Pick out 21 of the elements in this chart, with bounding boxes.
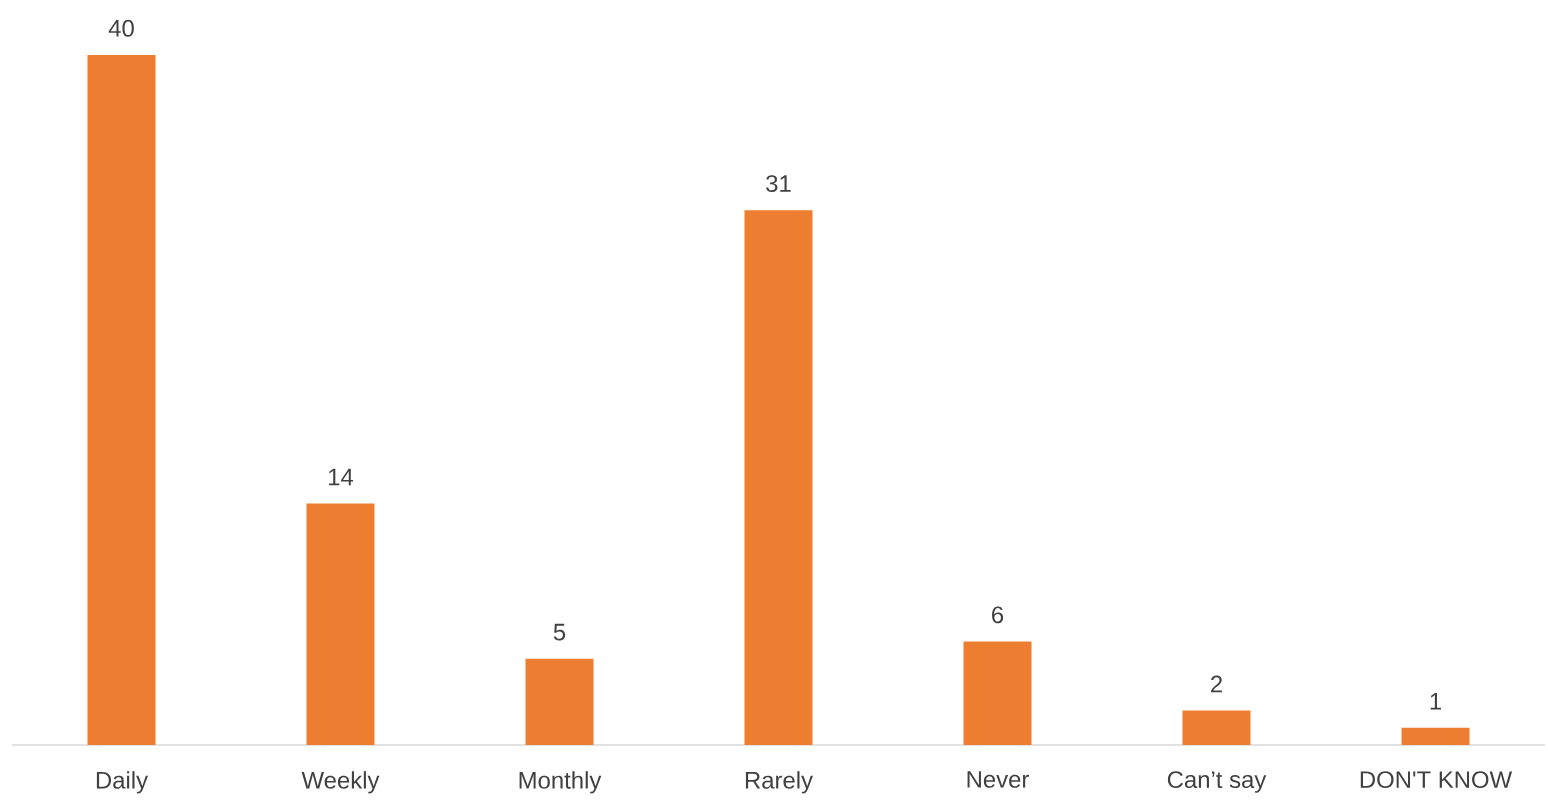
x-tick-label: Monthly	[519, 771, 602, 794]
bar	[1182, 710, 1251, 745]
x-tick-label: Rarely	[745, 771, 813, 794]
bar	[525, 658, 594, 745]
data-label: 40	[108, 19, 134, 37]
data-label: 31	[766, 175, 791, 193]
x-tick-label: Weekly	[301, 771, 380, 794]
data-label: 5	[553, 623, 566, 641]
x-tick-label: DON'T KNOW	[1360, 771, 1513, 789]
x-tick-label: Can’t say	[1167, 771, 1267, 793]
data-label: 1	[1430, 693, 1441, 710]
bar	[87, 55, 156, 745]
bar	[963, 641, 1032, 745]
bar	[1401, 727, 1470, 745]
x-tick-label: Never	[967, 771, 1029, 788]
data-label: 14	[329, 468, 354, 486]
bar	[744, 210, 813, 745]
bar	[306, 503, 375, 745]
data-label: 2	[1211, 675, 1222, 693]
data-label: 6	[992, 606, 1004, 624]
x-tick-label: Daily	[96, 771, 149, 794]
